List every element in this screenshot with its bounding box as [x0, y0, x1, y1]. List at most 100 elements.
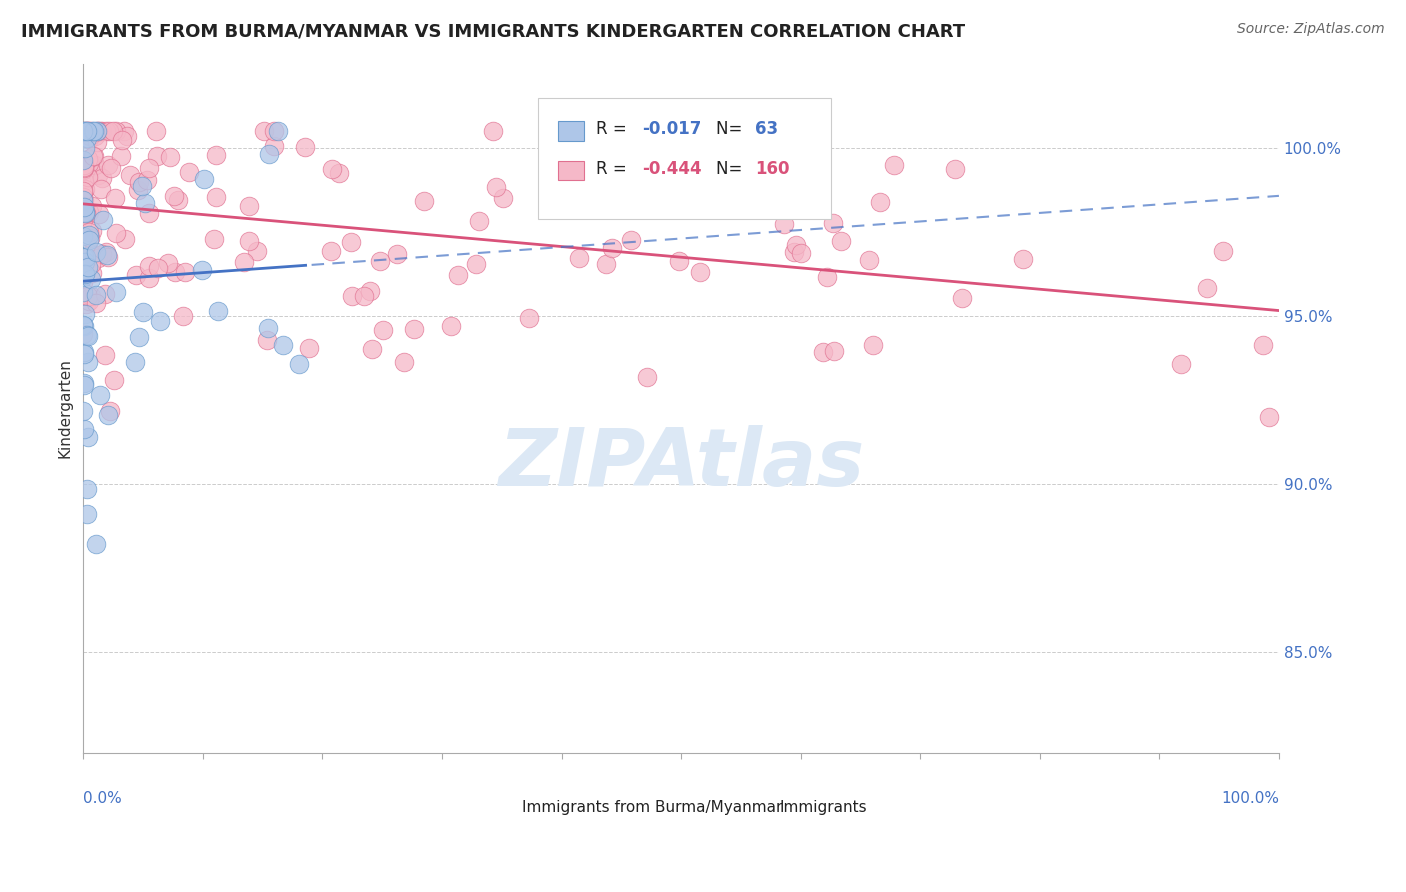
Point [207, 303, 229, 318]
Point [636, 370, 658, 384]
Point [72, 163, 94, 178]
Point [84, 537, 107, 551]
Point [465, 257, 488, 271]
Point [87, 207, 110, 221]
Point [76, 124, 98, 138]
Point [84, 244, 107, 259]
Point [77, 124, 100, 138]
Point [77, 225, 100, 239]
Point [96, 250, 118, 264]
Point [87, 124, 110, 138]
Text: 100.0%: 100.0% [1220, 790, 1279, 805]
Point [193, 171, 215, 186]
Point [737, 156, 759, 170]
Point [86, 135, 108, 149]
Point [385, 246, 408, 260]
Point [368, 253, 391, 268]
Point [91, 213, 114, 227]
Point [72, 124, 94, 138]
Point [73, 202, 96, 216]
Point [163, 189, 186, 203]
Point [79, 129, 101, 144]
Point [773, 217, 796, 231]
Point [90, 182, 112, 196]
Point [131, 179, 153, 194]
Point [485, 179, 508, 194]
Point [166, 193, 188, 207]
Point [72, 190, 94, 204]
Point [811, 344, 834, 359]
Point [83, 148, 105, 162]
Point [394, 355, 416, 369]
Point [77, 234, 100, 248]
Point [72, 229, 94, 244]
Point [72, 404, 94, 418]
Point [202, 232, 225, 246]
Point [73, 182, 96, 196]
Point [105, 124, 128, 138]
Point [447, 268, 470, 283]
Point [359, 284, 381, 298]
Point [79, 231, 101, 245]
Point [104, 191, 127, 205]
Point [76, 124, 98, 138]
Point [148, 261, 170, 276]
Point [82, 198, 104, 212]
Point [90, 247, 112, 261]
Point [468, 214, 491, 228]
Text: 0.0%: 0.0% [83, 790, 122, 805]
Text: -0.017: -0.017 [641, 120, 702, 138]
Point [128, 175, 150, 189]
Point [101, 124, 124, 138]
Point [118, 169, 141, 183]
Point [80, 272, 103, 286]
Point [271, 338, 294, 352]
Point [815, 269, 838, 284]
FancyBboxPatch shape [558, 121, 585, 141]
Point [73, 422, 96, 436]
Y-axis label: Kindergarten: Kindergarten [58, 359, 72, 458]
Point [94, 245, 117, 260]
Point [319, 244, 342, 258]
Point [869, 195, 891, 210]
Point [146, 149, 169, 163]
Point [97, 409, 120, 423]
Point [592, 124, 614, 138]
Text: R =: R = [596, 161, 633, 178]
Point [157, 256, 180, 270]
Point [138, 260, 160, 274]
Point [412, 194, 434, 209]
Point [149, 314, 172, 328]
FancyBboxPatch shape [558, 161, 585, 180]
Point [73, 124, 96, 138]
Point [80, 257, 103, 271]
Point [583, 191, 606, 205]
Point [75, 297, 97, 311]
Point [138, 161, 160, 175]
Point [73, 160, 96, 174]
Point [76, 507, 98, 521]
Point [205, 148, 228, 162]
Point [124, 355, 146, 369]
Point [668, 254, 690, 268]
Point [83, 158, 105, 172]
Point [89, 387, 111, 401]
Point [115, 129, 138, 144]
Point [125, 268, 148, 282]
Point [96, 124, 118, 138]
Point [481, 124, 503, 138]
Point [77, 289, 100, 303]
Point [77, 132, 100, 146]
Point [263, 124, 285, 138]
Point [73, 206, 96, 220]
Point [256, 333, 278, 347]
Point [1258, 409, 1281, 424]
Point [72, 318, 94, 333]
Point [79, 247, 101, 261]
Point [174, 265, 197, 279]
Point [72, 184, 94, 198]
Text: 63: 63 [755, 120, 779, 138]
Point [950, 291, 973, 305]
Point [77, 169, 100, 184]
Point [77, 124, 100, 138]
